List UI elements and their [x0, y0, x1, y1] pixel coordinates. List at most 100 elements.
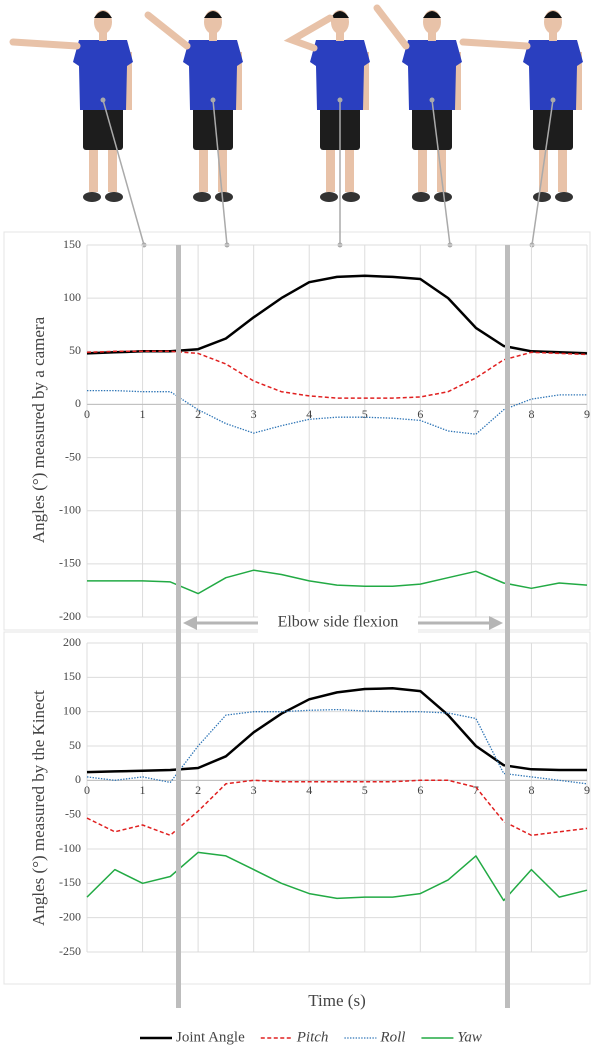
- x-tick-label: 3: [251, 783, 257, 797]
- legend-label: Roll: [379, 1029, 405, 1045]
- shoe: [215, 192, 233, 202]
- hair: [544, 11, 562, 18]
- x-tick-label: 4: [306, 783, 312, 797]
- arm: [373, 4, 410, 50]
- x-tick-label: 7: [473, 407, 479, 421]
- leg: [108, 148, 117, 192]
- x-tick-label: 9: [584, 407, 590, 421]
- series-line: [87, 569, 588, 595]
- y-tick-label: -150: [59, 556, 81, 570]
- hair: [204, 11, 222, 18]
- x-tick-label: 2: [195, 783, 201, 797]
- hair: [94, 11, 112, 18]
- leg: [326, 148, 335, 192]
- x-tick-label: 8: [528, 783, 534, 797]
- connector-dot: [210, 97, 216, 103]
- shirt: [183, 40, 243, 110]
- y-tick-label: 150: [63, 669, 81, 683]
- leg: [218, 148, 227, 192]
- series-line: [86, 687, 587, 774]
- legend: Joint Angle Pitch Roll Yaw: [140, 1029, 482, 1045]
- shoe: [533, 192, 551, 202]
- x-axis-label: Time (s): [308, 991, 365, 1010]
- shoe: [193, 192, 211, 202]
- y-tick-label: 50: [69, 738, 81, 752]
- phase-start-bar: [176, 245, 181, 1008]
- shoe: [434, 192, 452, 202]
- arm: [454, 52, 461, 110]
- shorts: [193, 106, 233, 150]
- person: [459, 10, 583, 202]
- shorts: [83, 106, 123, 150]
- arm: [9, 38, 81, 50]
- y-tick-label: 0: [75, 772, 81, 786]
- neck: [209, 32, 217, 41]
- shirt: [523, 40, 583, 110]
- series-line: [86, 274, 588, 355]
- photos: [9, 4, 583, 248]
- shoe: [342, 192, 360, 202]
- y-tick-label: -200: [59, 609, 81, 623]
- phase-end-bar: [505, 245, 510, 1008]
- y-tick-label: -150: [59, 875, 81, 889]
- series-line: [86, 779, 588, 837]
- x-tick-label: 2: [195, 407, 201, 421]
- y-tick-label: 150: [63, 237, 81, 251]
- camera-panel: [3, 231, 591, 631]
- neck: [549, 32, 557, 41]
- series-line: [86, 851, 588, 902]
- x-tick-label: 4: [306, 407, 312, 421]
- person: [144, 10, 243, 202]
- shorts: [533, 106, 573, 150]
- series-line: [87, 389, 587, 435]
- y-tick-label: -50: [65, 449, 81, 463]
- leg: [437, 148, 446, 192]
- leg: [199, 148, 208, 192]
- connector-dot: [550, 97, 556, 103]
- person: [283, 10, 370, 202]
- connector-dot: [337, 97, 343, 103]
- leg: [558, 148, 567, 192]
- arm: [575, 52, 582, 110]
- hair: [331, 11, 349, 18]
- arm: [235, 52, 242, 110]
- shorts: [412, 106, 452, 150]
- series-line: [86, 708, 588, 785]
- y-tick-label: 50: [69, 343, 81, 357]
- shoe: [555, 192, 573, 202]
- x-tick-label: 0: [84, 783, 90, 797]
- y-axis-label: Angles (°) measured by the Kinect: [29, 690, 48, 926]
- shoe: [105, 192, 123, 202]
- person: [373, 4, 462, 202]
- connector: [531, 99, 554, 246]
- neck: [428, 32, 436, 41]
- shoe: [320, 192, 338, 202]
- y-axis-label: Angles (°) measured by a camera: [29, 316, 48, 543]
- x-tick-label: 5: [362, 783, 368, 797]
- arm: [362, 52, 369, 110]
- y-tick-label: -250: [59, 944, 81, 958]
- x-tick-label: 6: [417, 783, 423, 797]
- x-tick-label: 9: [584, 783, 590, 797]
- x-tick-label: 5: [362, 407, 368, 421]
- hair: [423, 11, 441, 18]
- legend-label: Yaw: [457, 1029, 481, 1045]
- shirt: [73, 40, 133, 110]
- shirt: [310, 40, 370, 110]
- x-tick-label: 8: [528, 407, 534, 421]
- legend-label: Pitch: [296, 1029, 329, 1045]
- kinect-panel: [3, 631, 591, 985]
- y-tick-label: 100: [63, 703, 81, 717]
- connector-dot: [429, 97, 435, 103]
- arm: [144, 11, 191, 50]
- x-tick-label: 6: [417, 407, 423, 421]
- x-tick-label: 3: [251, 407, 257, 421]
- connector: [212, 99, 228, 246]
- x-tick-label: 1: [140, 783, 146, 797]
- leg: [418, 148, 427, 192]
- y-tick-label: -100: [59, 841, 81, 855]
- leg: [345, 148, 354, 192]
- neck: [336, 32, 344, 41]
- y-tick-label: -200: [59, 909, 81, 923]
